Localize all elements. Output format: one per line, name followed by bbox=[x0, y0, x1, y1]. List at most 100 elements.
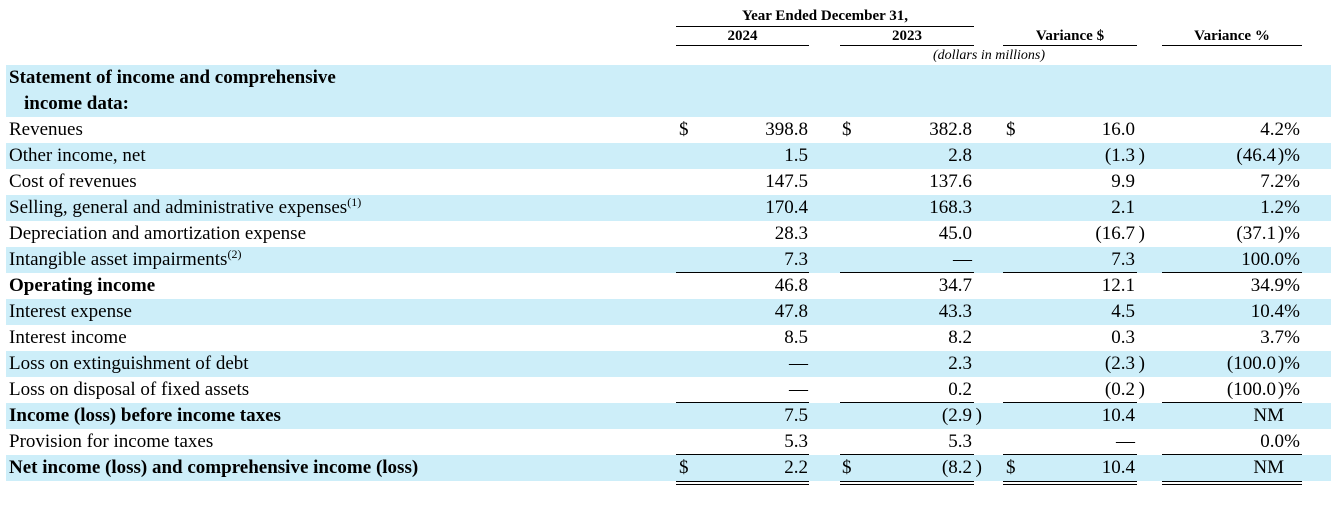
table-row: Loss on disposal of fixed assets — 0.2) (0.… bbox=[6, 377, 1331, 403]
row-label: Income (loss) before income taxes bbox=[9, 405, 281, 426]
currency-symbol: $ bbox=[679, 457, 689, 478]
subtotal-rule bbox=[1162, 454, 1302, 455]
total-double-rule bbox=[676, 481, 809, 485]
row-pct-suffix: % bbox=[1284, 119, 1300, 140]
row-pct-suffix: % bbox=[1284, 249, 1300, 270]
table-row: Operating income 46.8 34.7 12.1% 34.9 bbox=[6, 273, 1331, 299]
currency-symbol: $ bbox=[679, 119, 689, 140]
row-value-2023: 5.3 bbox=[948, 431, 972, 452]
row-value-2023: 382.8 bbox=[929, 119, 972, 140]
row-value-paren: ) bbox=[975, 405, 982, 426]
row-variance-pct: NM bbox=[1253, 457, 1284, 478]
row-label: Loss on extinguishment of debt bbox=[9, 353, 249, 374]
subtotal-rule bbox=[1003, 454, 1137, 455]
section-heading: Statement of income and comprehensive in… bbox=[6, 65, 1331, 117]
row-variance-usd: 4.5 bbox=[1111, 301, 1135, 322]
row-pct-suffix: )% bbox=[1277, 353, 1300, 374]
table-row: Interest expense 47.8 43.3 4.5% 10.4 bbox=[6, 299, 1331, 325]
row-variance-usd: (2.3 bbox=[1104, 353, 1135, 374]
row-variance-usd: 12.1 bbox=[1101, 275, 1135, 296]
row-label: Other income, net bbox=[9, 145, 146, 166]
row-value-2023: (8.2 bbox=[941, 457, 972, 478]
row-pct-suffix: % bbox=[1284, 171, 1300, 192]
row-label: Loss on disposal of fixed assets bbox=[9, 379, 250, 400]
row-pct-suffix: % bbox=[1284, 197, 1300, 218]
row-value-2023: 43.3 bbox=[938, 301, 972, 322]
table-row: Cost of revenues 147.5 137.6 9.9% 7.2 bbox=[6, 169, 1331, 195]
currency-symbol: $ bbox=[1006, 457, 1016, 478]
table-row: Provision for income taxes 5.3 5.3 —% 0.0 bbox=[6, 429, 1331, 455]
row-variance-pct: (100.0 bbox=[1226, 379, 1276, 400]
section-heading-line2: income data: bbox=[24, 93, 130, 114]
row-variance-usd: 2.1 bbox=[1111, 197, 1135, 218]
row-variance-usd: 9.9 bbox=[1111, 171, 1135, 192]
row-value-2024: — bbox=[789, 379, 808, 400]
row-variance-pct: 7.2 bbox=[1260, 171, 1284, 192]
subtotal-rule bbox=[1003, 402, 1137, 403]
table-row: Loss on extinguishment of debt — 2.3) (2.3)… bbox=[6, 351, 1331, 377]
row-label: Interest income bbox=[9, 327, 127, 348]
row-value-2023: (2.9 bbox=[941, 405, 972, 426]
row-variance-pct: 3.7 bbox=[1260, 327, 1284, 348]
row-value-2023: — bbox=[953, 249, 972, 270]
subtotal-rule bbox=[1003, 272, 1137, 273]
row-value-2024: 1.5 bbox=[784, 145, 808, 166]
row-variance-usd: (0.2 bbox=[1104, 379, 1135, 400]
row-pct-suffix: )% bbox=[1277, 379, 1300, 400]
row-value-2024: 28.3 bbox=[774, 223, 808, 244]
row-value-paren: ) bbox=[1138, 223, 1145, 244]
row-value-2024: 2.2 bbox=[784, 457, 808, 478]
currency-symbol: $ bbox=[1006, 119, 1016, 140]
row-variance-pct: 10.4 bbox=[1250, 301, 1284, 322]
row-value-2024: 8.5 bbox=[784, 327, 808, 348]
row-value-2024: — bbox=[789, 353, 808, 374]
subtotal-rule bbox=[676, 454, 809, 455]
row-value-2024: 5.3 bbox=[784, 431, 808, 452]
section-heading-line1: Statement of income and comprehensive bbox=[9, 67, 336, 88]
row-value-2024: 147.5 bbox=[765, 171, 808, 192]
header-2023-rule bbox=[840, 45, 974, 46]
total-double-rule bbox=[1003, 481, 1137, 485]
row-variance-pct: 34.9 bbox=[1250, 275, 1284, 296]
row-pct-suffix: % bbox=[1284, 275, 1300, 296]
row-pct-suffix: % bbox=[1284, 301, 1300, 322]
row-variance-pct: (46.4 bbox=[1236, 145, 1276, 166]
row-pct-suffix: )% bbox=[1277, 223, 1300, 244]
header-variance-pct: Variance % bbox=[1194, 28, 1270, 44]
row-value-2024: 47.8 bbox=[774, 301, 808, 322]
row-label: Revenues bbox=[9, 119, 83, 140]
row-variance-usd: — bbox=[1116, 431, 1135, 452]
row-label: Provision for income taxes bbox=[9, 431, 214, 452]
row-value-paren: ) bbox=[1138, 379, 1145, 400]
currency-symbol: $ bbox=[842, 119, 852, 140]
row-label: Cost of revenues bbox=[9, 171, 137, 192]
row-value-2023: 8.2 bbox=[948, 327, 972, 348]
units-note: (dollars in millions) bbox=[932, 48, 1045, 63]
row-label: Depreciation and amortization expense bbox=[9, 223, 307, 244]
row-label: Intangible asset impairments(2) bbox=[9, 247, 242, 270]
table-row: Selling, general and administrative expe… bbox=[6, 195, 1331, 221]
row-variance-pct: 4.2 bbox=[1260, 119, 1284, 140]
row-variance-usd: 10.4 bbox=[1101, 405, 1135, 426]
row-footnote: (2) bbox=[227, 247, 242, 261]
table-row: Intangible asset impairments(2) 7.3 — 7.3% 1… bbox=[6, 247, 1331, 273]
row-value-2024: 7.3 bbox=[784, 249, 808, 270]
header-period-rule bbox=[676, 26, 974, 27]
table-row: Depreciation and amortization expense 28.… bbox=[6, 221, 1331, 247]
row-variance-pct: NM bbox=[1253, 405, 1284, 426]
row-pct-suffix: % bbox=[1284, 431, 1300, 452]
row-footnote: (1) bbox=[347, 195, 362, 209]
row-variance-usd: (1.3 bbox=[1104, 145, 1135, 166]
row-variance-pct: (37.1 bbox=[1236, 223, 1276, 244]
table-row: Interest income 8.5 8.2 0.3% 3.7 bbox=[6, 325, 1331, 351]
subtotal-rule bbox=[1162, 272, 1302, 273]
row-label: Operating income bbox=[9, 275, 156, 296]
total-double-rule bbox=[840, 481, 974, 485]
table-row: Net income (loss) and comprehensive inco… bbox=[6, 455, 1331, 481]
header-period: Year Ended December 31, bbox=[741, 8, 909, 24]
subtotal-rule bbox=[840, 272, 974, 273]
row-value-2024: 46.8 bbox=[774, 275, 808, 296]
row-variance-pct: 1.2 bbox=[1260, 197, 1284, 218]
total-double-rule bbox=[1162, 481, 1302, 485]
row-pct-suffix: % bbox=[1284, 327, 1300, 348]
